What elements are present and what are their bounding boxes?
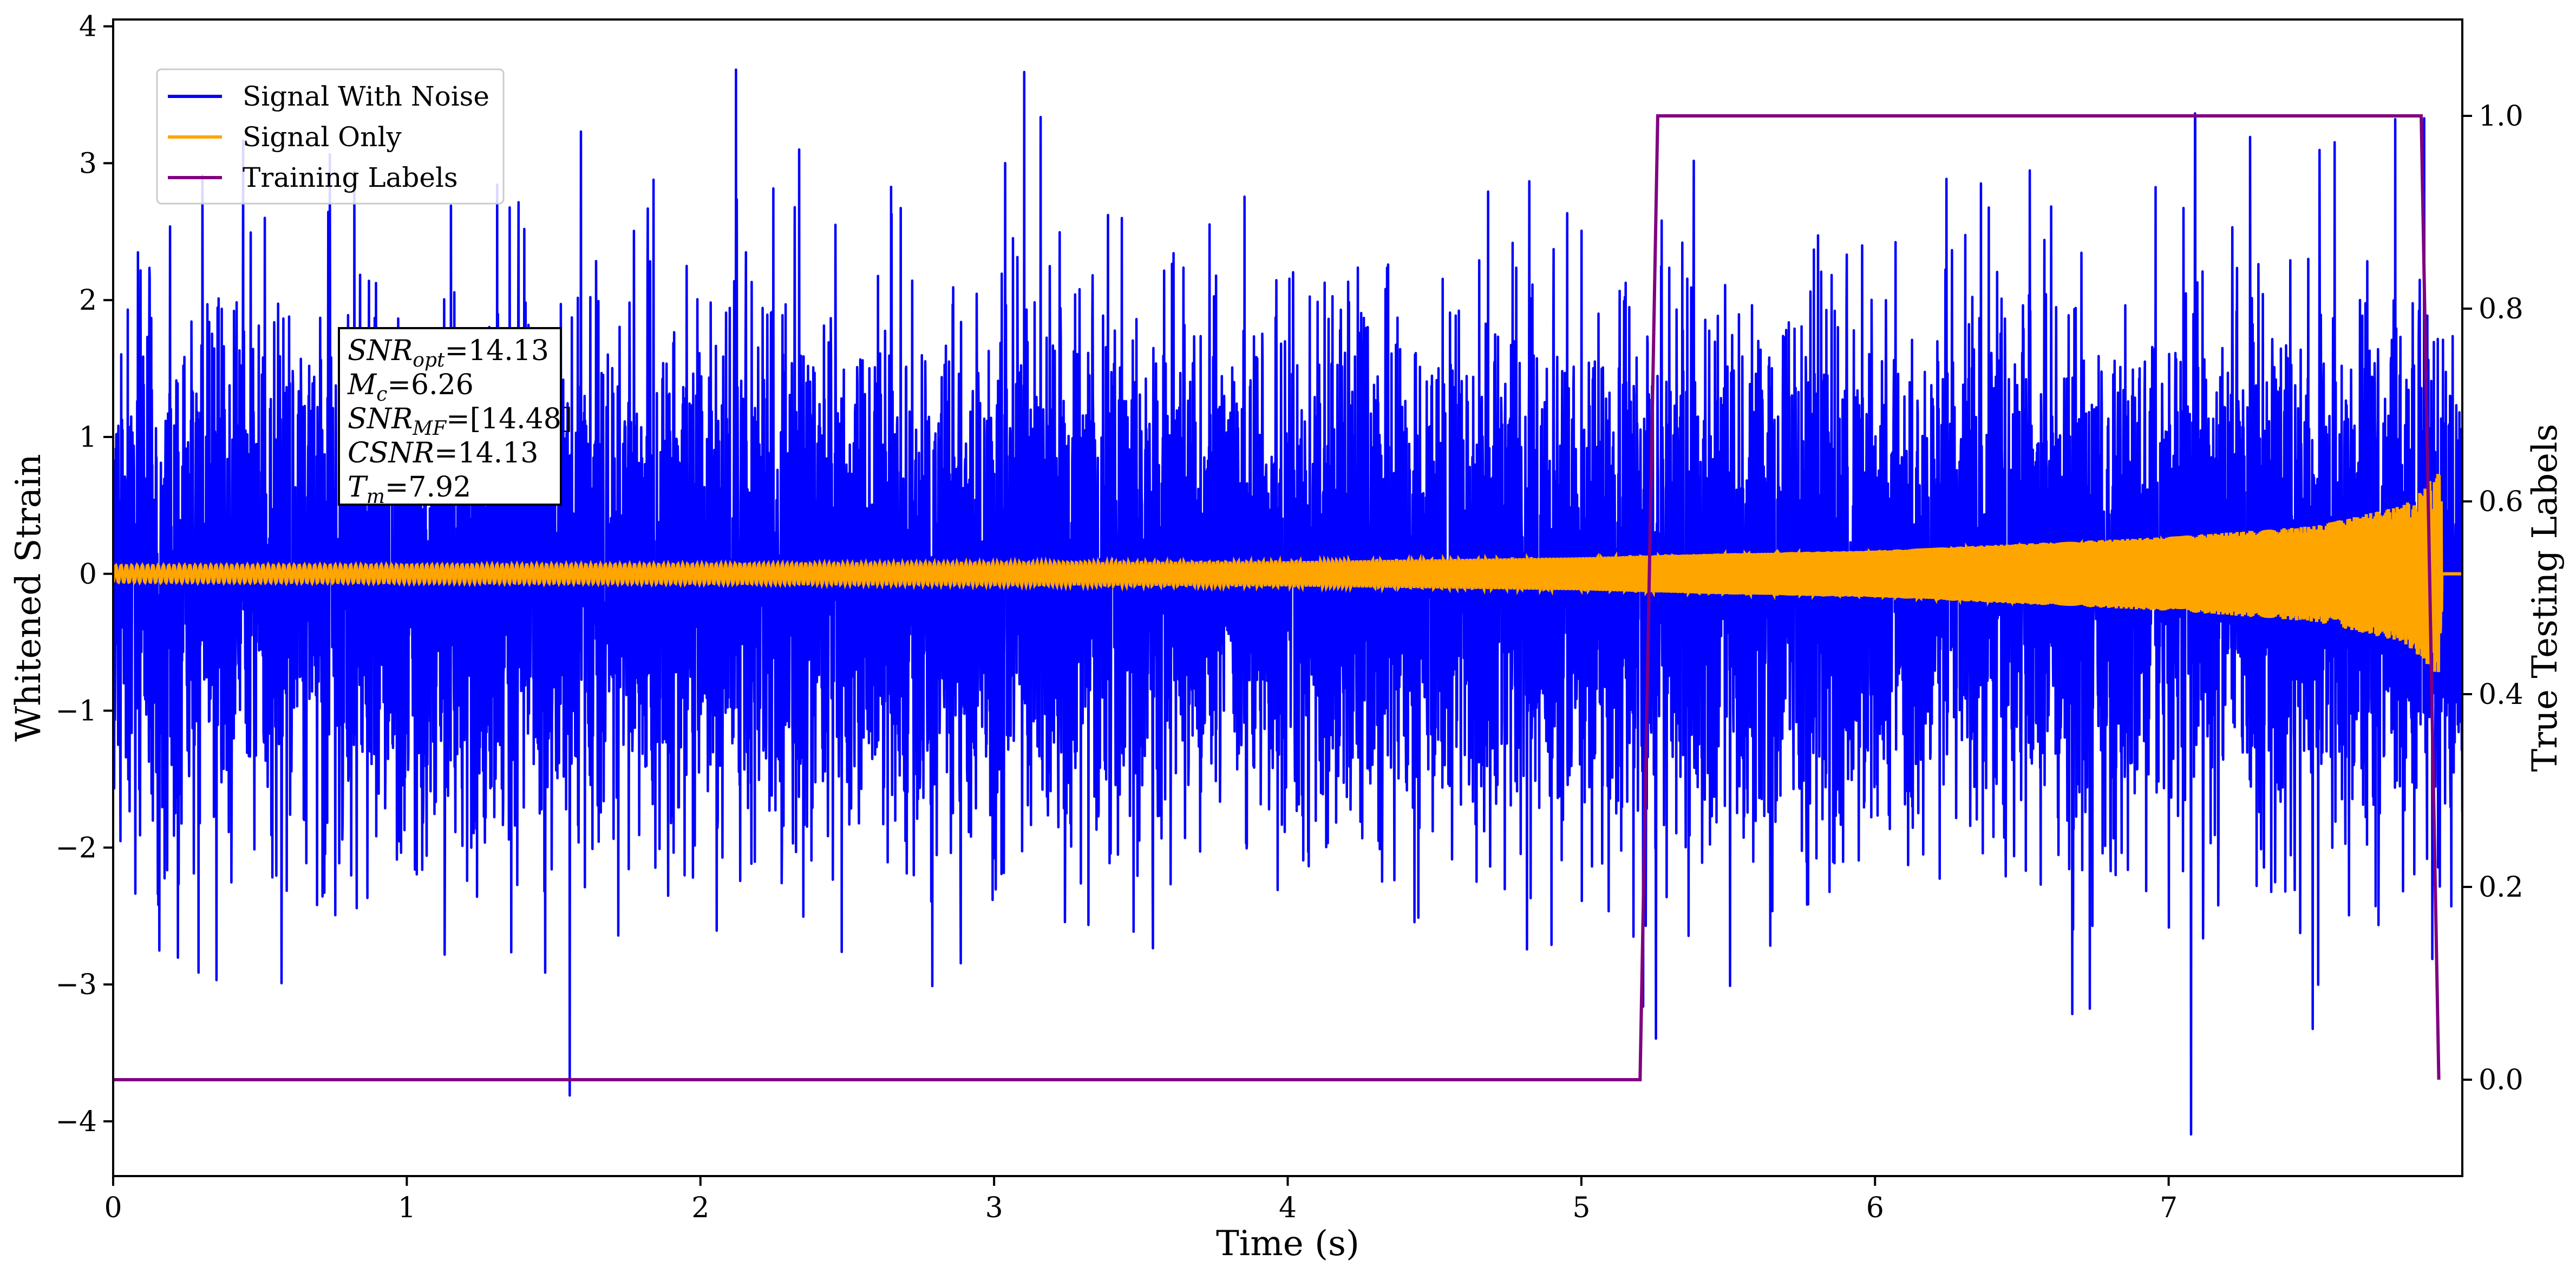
y-axis-label: Whitened Strain [9, 454, 49, 741]
y-tick-label: 3 [79, 147, 97, 180]
annotation-subscript: opt [413, 349, 445, 371]
y2-axis-label: True Testing Labels [2525, 424, 2565, 772]
annotation-value: =6.26 [387, 369, 473, 401]
annotation-value: =14.13 [434, 437, 538, 469]
x-tick-label: 7 [2160, 1192, 2178, 1224]
annotation-symbol: T [348, 471, 368, 504]
legend-label: Training Labels [243, 162, 458, 193]
annotation-line: SNRMF=[14.48] [348, 403, 572, 440]
y2-tick-label: 1.0 [2479, 100, 2523, 133]
x-tick-label: 3 [985, 1192, 1003, 1224]
y2-tick-label: 0.4 [2479, 678, 2523, 711]
y-tick-label: 0 [79, 558, 97, 591]
x-tick-label: 1 [398, 1192, 416, 1224]
annotation-line: Mc=6.26 [347, 369, 474, 406]
legend: Signal With Noise Signal Only Training Lab… [156, 68, 505, 205]
annotation-subscript: m [367, 486, 385, 508]
series-training-labels [113, 114, 2441, 1081]
series-signal-only [113, 474, 2462, 673]
axes: 0 1 2 3 4 5 6 7 −4 −3 −2 −1 0 1 2 3 4 0.0 0.2 0.4 0.6 0.8 1.0 T… [9, 11, 2565, 1264]
annotation-subscript: c [376, 383, 387, 406]
legend-label: Signal With Noise [243, 81, 489, 112]
annotation-symbol: SNR [348, 403, 413, 435]
y-tick-label: −1 [55, 695, 97, 728]
annotation-value: =14.13 [444, 335, 548, 367]
x-tick-label: 4 [1279, 1192, 1297, 1224]
y2-tick-label: 0.0 [2479, 1064, 2523, 1096]
y-tick-label: 2 [79, 284, 97, 317]
x-tick-label: 5 [1572, 1192, 1590, 1224]
y-tick-label: −4 [55, 1106, 97, 1138]
x-axis-label: Time (s) [1216, 1224, 1359, 1264]
annotation-line: CSNR=14.13 [348, 437, 539, 469]
annotation-box: SNRopt=14.13Mc=6.26SNRMF=[14.48]CSNR=14.… [338, 327, 572, 508]
y2-tick-label: 0.6 [2479, 486, 2523, 518]
x-tick-label: 2 [691, 1192, 709, 1224]
annotation-frame [338, 327, 562, 506]
y-tick-label: −2 [55, 832, 97, 864]
legend-box [156, 68, 505, 205]
annotation-value: =[14.48] [446, 403, 572, 435]
annotation-symbol: SNR [348, 335, 413, 367]
annotation-symbol: CSNR [348, 437, 434, 469]
annotation-line: Tm=7.92 [348, 471, 471, 508]
annotation-symbol: M [347, 369, 377, 401]
x-tick-label: 6 [1866, 1192, 1884, 1224]
legend-label: Signal Only [243, 121, 402, 153]
y-tick-label: −3 [55, 969, 97, 1001]
annotation-line: SNRopt=14.13 [348, 335, 549, 371]
y-tick-label: 4 [79, 11, 97, 43]
y2-tick-label: 0.8 [2479, 293, 2523, 325]
annotation-value: =7.92 [385, 471, 471, 504]
y-tick-label: 1 [79, 421, 97, 454]
annotation-subscript: MF [412, 417, 447, 440]
x-tick-label: 0 [104, 1192, 122, 1224]
y2-tick-label: 0.2 [2479, 871, 2523, 904]
